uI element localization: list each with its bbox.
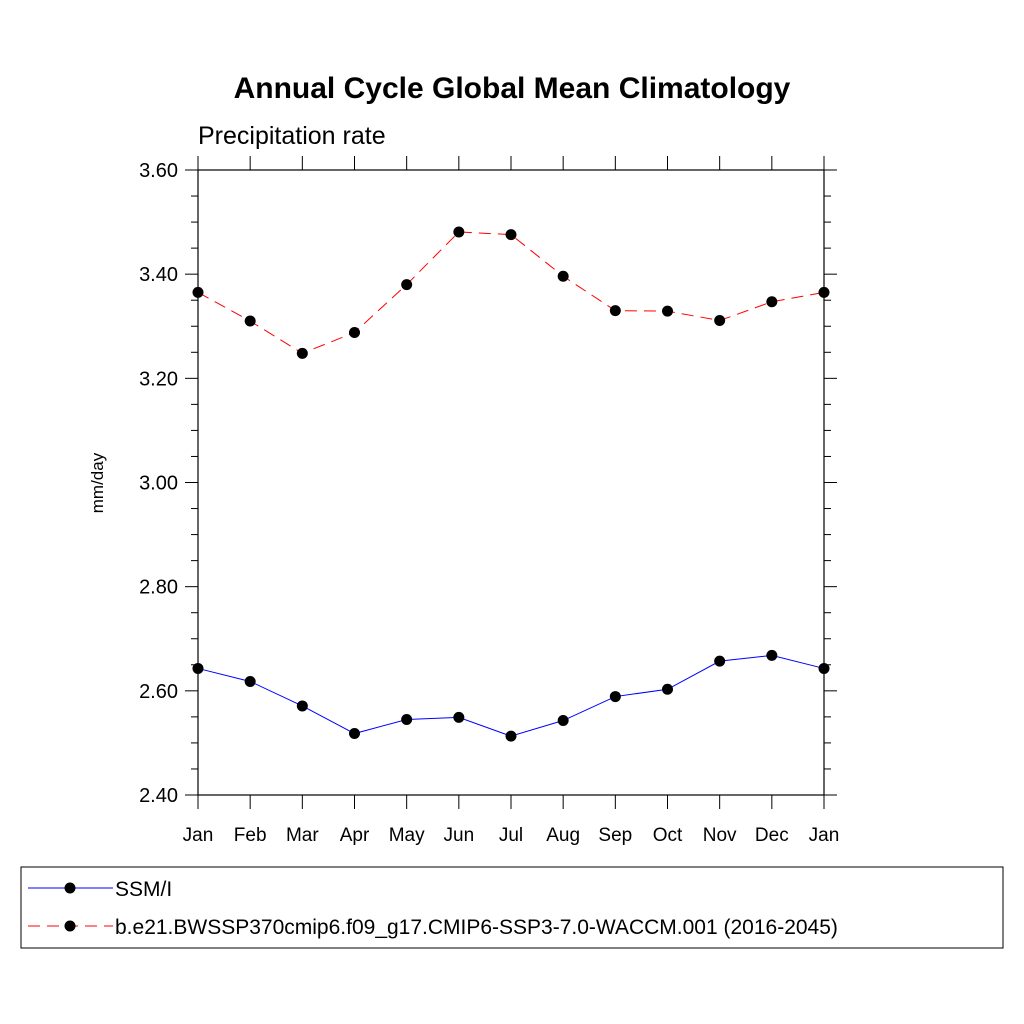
x-tick-label: Oct — [653, 825, 683, 846]
x-tick-label: May — [389, 825, 425, 846]
y-tick-label: 2.80 — [139, 577, 178, 599]
y-tick-labels: 2.40 2.60 2.80 3.00 3.20 3.40 3.60 — [139, 160, 178, 807]
legend-label-model: b.e21.BWSSP370cmip6.f09_g17.CMIP6-SSP3-7… — [115, 916, 838, 939]
data-point-series-0 — [401, 713, 413, 725]
data-point-series-0 — [766, 649, 778, 661]
x-tick-label: Jan — [809, 825, 840, 846]
legend: SSM/I b.e21.BWSSP370cmip6.f09_g17.CMIP6-… — [20, 866, 1004, 949]
x-tick-label: Feb — [234, 825, 267, 846]
data-point-series-0 — [662, 683, 673, 695]
y-tick-label: 3.00 — [139, 473, 178, 495]
data-point-series-1 — [557, 270, 569, 282]
chart-title: Annual Cycle Global Mean Climatology — [234, 72, 791, 105]
y-tick-label: 2.60 — [139, 681, 178, 703]
data-point-series-0 — [557, 715, 569, 727]
data-point-series-0 — [296, 700, 308, 712]
x-tick-label: Dec — [755, 825, 789, 846]
data-point-series-0 — [244, 675, 256, 687]
y-tick-label: 2.40 — [139, 785, 178, 807]
y-tick-label: 3.60 — [139, 160, 178, 182]
data-point-series-1 — [349, 327, 360, 338]
data-point-series-1 — [714, 315, 726, 327]
data-point-series-0 — [714, 655, 726, 667]
series-markers — [192, 226, 830, 742]
data-point-series-0 — [505, 730, 517, 742]
chart-subtitle: Precipitation rate — [198, 122, 386, 150]
x-tick-label: Jul — [499, 825, 523, 846]
x-tick-label: Apr — [340, 825, 370, 846]
x-tick-labels: Jan Feb Mar Apr May Jun Jul Aug Sep Oct Nov Dec Jan — [183, 825, 840, 846]
legend-label-ssmi: SSM/I — [115, 878, 172, 901]
y-axis-label: mm/day — [88, 452, 107, 513]
legend-marker-model — [64, 920, 76, 932]
data-point-series-1 — [505, 229, 517, 241]
y-tick-label: 3.20 — [139, 368, 178, 390]
series-line-1 — [197, 231, 825, 354]
legend-box — [20, 866, 1004, 949]
series-lines — [197, 231, 825, 737]
data-point-series-0 — [349, 728, 360, 740]
data-point-series-1 — [296, 347, 308, 359]
data-point-series-1 — [609, 305, 621, 317]
axis-ticks — [185, 156, 837, 809]
x-tick-label: Jun — [444, 825, 475, 846]
data-point-series-1 — [401, 279, 413, 291]
data-point-series-0 — [609, 691, 621, 703]
series-line-0 — [197, 654, 825, 737]
legend-marker-ssmi — [64, 882, 76, 894]
x-tick-label: Mar — [286, 825, 319, 846]
data-point-series-0 — [453, 711, 465, 723]
y-tick-label: 3.40 — [139, 264, 178, 286]
data-point-series-1 — [244, 315, 256, 327]
x-tick-label: Nov — [703, 825, 737, 846]
data-point-series-1 — [662, 305, 673, 317]
plot-frame — [197, 169, 825, 796]
data-point-series-1 — [766, 296, 778, 308]
data-point-series-1 — [453, 226, 465, 238]
x-tick-label: Aug — [546, 825, 580, 846]
x-tick-label: Sep — [598, 825, 632, 846]
x-tick-label: Jan — [183, 825, 214, 846]
